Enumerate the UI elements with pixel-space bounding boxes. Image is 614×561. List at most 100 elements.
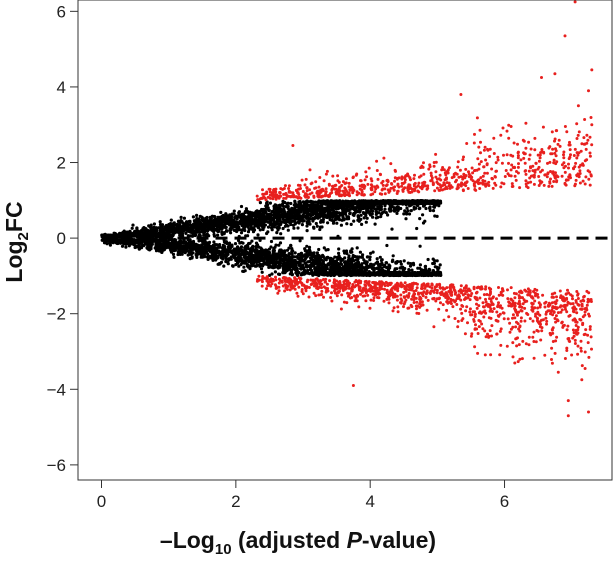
non-significant-point xyxy=(287,246,291,250)
non-significant-point xyxy=(391,254,395,258)
non-significant-point xyxy=(210,254,215,258)
non-significant-point xyxy=(402,259,406,263)
non-significant-point xyxy=(346,202,350,206)
non-significant-point xyxy=(265,231,269,236)
non-significant-point xyxy=(376,263,381,267)
non-significant-point xyxy=(311,216,315,220)
non-significant-point xyxy=(435,259,439,263)
non-significant-point xyxy=(360,222,364,226)
non-significant-point xyxy=(302,272,306,276)
non-significant-point xyxy=(365,209,369,213)
non-significant-point xyxy=(359,213,363,217)
non-significant-point xyxy=(246,225,250,229)
non-significant-point xyxy=(244,234,248,238)
non-significant-point xyxy=(298,239,302,243)
non-significant-point xyxy=(306,210,310,214)
non-significant-point xyxy=(314,221,318,226)
non-significant-point xyxy=(394,260,398,264)
non-significant-point xyxy=(302,219,306,223)
non-significant-point xyxy=(278,248,282,252)
non-significant-point xyxy=(355,246,359,250)
non-significant-point xyxy=(382,210,386,214)
non-significant-point xyxy=(359,255,363,259)
non-significant-point xyxy=(157,226,161,230)
non-significant-point xyxy=(281,200,285,204)
non-significant-point xyxy=(314,269,318,273)
non-significant-point xyxy=(284,257,288,261)
non-significant-point xyxy=(414,206,418,210)
non-significant-point xyxy=(308,265,312,270)
non-significant-point xyxy=(219,210,223,214)
non-significant-point xyxy=(375,210,379,214)
non-significant-point xyxy=(405,206,409,210)
non-significant-point xyxy=(207,240,212,244)
non-significant-point xyxy=(279,207,283,211)
non-significant-point xyxy=(153,233,157,238)
non-significant-point xyxy=(399,262,403,266)
non-significant-point xyxy=(173,223,177,227)
non-significant-point xyxy=(210,245,214,249)
non-significant-point xyxy=(312,225,316,229)
non-significant-point xyxy=(358,250,362,254)
non-significant-point xyxy=(233,242,238,246)
non-significant-point xyxy=(384,261,389,265)
non-significant-point xyxy=(315,200,319,204)
non-significant-point xyxy=(212,240,216,244)
non-significant-point xyxy=(363,261,367,265)
non-significant-point xyxy=(213,215,217,219)
non-significant-point xyxy=(264,252,269,256)
non-significant-point xyxy=(375,266,379,270)
non-significant-point xyxy=(362,216,366,220)
non-significant-point xyxy=(428,206,432,210)
non-significant-point xyxy=(291,223,295,227)
non-significant-point xyxy=(268,273,272,277)
non-significant-point xyxy=(407,212,412,216)
non-significant-point xyxy=(249,214,253,218)
non-significant-point xyxy=(305,224,309,228)
non-significant-point xyxy=(273,270,277,274)
non-significant-point xyxy=(188,245,192,249)
non-significant-point xyxy=(431,257,435,261)
non-significant-point xyxy=(353,254,357,259)
non-significant-point xyxy=(194,246,198,250)
non-significant-point xyxy=(365,216,369,220)
non-significant-point xyxy=(353,262,357,266)
non-significant-point xyxy=(292,214,296,218)
non-significant-point xyxy=(339,223,343,227)
non-significant-point xyxy=(292,226,296,230)
non-significant-point xyxy=(259,267,264,271)
non-significant-point xyxy=(244,207,248,211)
non-significant-point xyxy=(224,212,228,216)
non-significant-point xyxy=(346,208,350,212)
non-significant-point xyxy=(332,199,336,203)
non-significant-point xyxy=(293,217,297,221)
non-significant-point xyxy=(409,209,413,213)
non-significant-point xyxy=(395,211,399,215)
non-significant-point xyxy=(283,250,287,254)
non-significant-point xyxy=(200,215,204,219)
non-significant-point xyxy=(120,244,125,248)
non-significant-point xyxy=(187,250,191,254)
non-significant-point xyxy=(257,257,261,261)
non-significant-point xyxy=(256,233,260,237)
non-significant-point xyxy=(423,264,428,268)
non-significant-point xyxy=(158,220,162,224)
non-significant-point xyxy=(205,255,209,259)
non-significant-point xyxy=(217,228,221,232)
non-significant-point xyxy=(254,264,258,268)
non-significant-point xyxy=(267,208,271,212)
non-significant-point xyxy=(243,246,247,250)
non-significant-point xyxy=(300,253,304,257)
non-significant-point xyxy=(432,261,436,265)
non-significant-point xyxy=(186,253,190,257)
non-significant-point xyxy=(273,245,277,249)
non-significant-point xyxy=(276,228,280,232)
non-significant-point xyxy=(230,243,234,247)
non-significant-point xyxy=(299,273,303,277)
non-significant-point xyxy=(426,257,430,262)
non-significant-point xyxy=(242,253,246,257)
non-significant-point xyxy=(318,215,322,219)
non-significant-point xyxy=(130,226,134,230)
non-significant-point xyxy=(373,222,377,226)
non-significant-point xyxy=(135,244,139,248)
